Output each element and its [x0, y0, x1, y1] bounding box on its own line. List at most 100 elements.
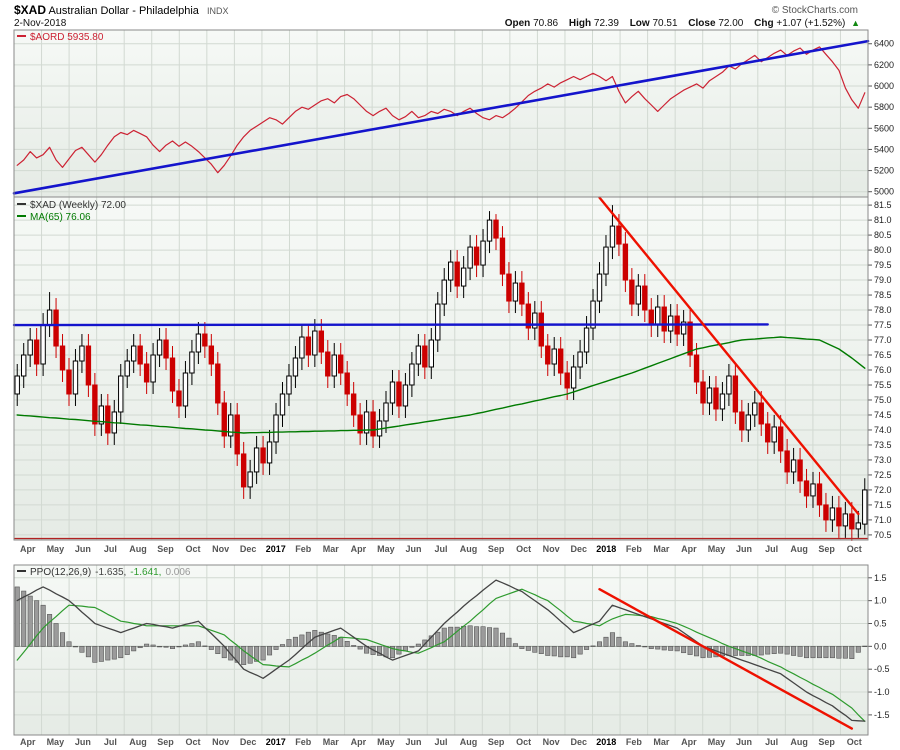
- ppo-histogram-bar: [241, 646, 247, 665]
- candle-body: [286, 375, 292, 395]
- ppo-histogram-bar: [784, 646, 790, 655]
- ppo-histogram-bar: [292, 636, 298, 647]
- ppo-histogram-bar: [409, 646, 415, 648]
- ppo-histogram-bar: [577, 646, 583, 655]
- month-label: Oct: [847, 544, 862, 554]
- year-label: 2017: [266, 737, 286, 747]
- candle-body: [467, 246, 473, 269]
- candle-body: [215, 363, 221, 404]
- y-tick-label: 79.0: [874, 275, 892, 285]
- month-label: Feb: [295, 544, 312, 554]
- low-label: Low: [629, 18, 650, 29]
- candle-body: [409, 363, 415, 386]
- month-label: Dec: [240, 544, 257, 554]
- ma-legend: MA(65) 76.06: [17, 212, 91, 223]
- ppo-histogram-bar: [862, 645, 868, 647]
- month-label: Apr: [681, 544, 697, 554]
- candle-body: [350, 393, 357, 416]
- candle-body: [21, 354, 27, 377]
- close-value: 72.00: [718, 18, 744, 29]
- month-label: Apr: [351, 544, 367, 554]
- ppo-histogram-bar: [279, 644, 285, 647]
- month-label: Aug: [460, 544, 478, 554]
- ppo-histogram-bar: [661, 646, 667, 651]
- y-tick-label: 78.5: [874, 290, 892, 300]
- ppo-histogram-bar: [629, 643, 635, 647]
- candle-body: [862, 489, 868, 525]
- y-tick-label: 74.5: [874, 410, 892, 420]
- month-label: Apr: [20, 544, 36, 554]
- ppo-histogram-bar: [597, 641, 603, 647]
- ppo-histogram-bar: [34, 600, 40, 647]
- candle-body: [202, 333, 208, 347]
- ppo-legend-label: PPO(12,26,9): [30, 567, 92, 578]
- candle-body: [693, 354, 700, 383]
- candle-body: [422, 345, 428, 368]
- candle-body: [454, 261, 460, 287]
- chg-label: Chg: [754, 18, 774, 29]
- y-tick-label: 73.5: [874, 440, 892, 450]
- y-tick-label: 81.0: [874, 215, 892, 225]
- month-label: Mar: [653, 544, 670, 554]
- candle-body: [389, 381, 396, 404]
- low-value: 70.51: [652, 18, 678, 29]
- month-label: Apr: [681, 737, 697, 747]
- ppo-histogram-bar: [144, 643, 150, 647]
- y-tick-label: 80.5: [874, 230, 892, 240]
- ppo-histogram-bar: [525, 646, 531, 651]
- candle-body: [506, 273, 512, 302]
- ma65-line: [16, 336, 866, 434]
- ppo-histogram-bar: [487, 627, 493, 647]
- candle-body: [169, 357, 176, 392]
- month-label: Mar: [323, 737, 340, 747]
- ppo-histogram-bar: [60, 632, 66, 647]
- candle-body: [299, 336, 305, 359]
- y-tick-label: 6000: [874, 81, 894, 91]
- ppo-histogram-bar: [571, 646, 577, 659]
- candle-body: [253, 447, 260, 473]
- y-tick-label: 5400: [874, 144, 894, 154]
- month-label: Mar: [653, 737, 670, 747]
- ppo-histogram-bar: [829, 646, 835, 659]
- ppo-histogram-bar: [609, 632, 615, 647]
- month-label: Oct: [186, 544, 201, 554]
- y-tick-label: 1.0: [874, 596, 887, 606]
- panel-background: [14, 30, 868, 197]
- ppo-histogram-bar: [681, 646, 687, 654]
- month-label: Sep: [488, 737, 505, 747]
- ppo-histogram-bar: [325, 633, 331, 647]
- ppo-histogram-bar: [286, 639, 292, 647]
- ppo-histogram-bar: [189, 643, 195, 647]
- ppo-series-swatch: [17, 570, 26, 572]
- candle-body: [545, 345, 551, 365]
- ppo-histogram-bar: [53, 623, 59, 647]
- ppo-histogram-bar: [299, 634, 305, 647]
- y-tick-label: 81.5: [874, 200, 892, 210]
- copyright: © StockCharts.com: [771, 5, 858, 16]
- ppo-histogram-bar: [202, 645, 208, 647]
- candle-body: [383, 402, 389, 422]
- aord-series-swatch: [17, 35, 26, 37]
- month-label: May: [708, 737, 726, 747]
- candle-body: [700, 381, 706, 404]
- month-label: Apr: [20, 737, 36, 747]
- candle-body: [680, 321, 687, 335]
- trendline: [12, 323, 769, 327]
- candle-body: [46, 309, 53, 326]
- candle-body: [396, 381, 402, 407]
- open-label: Open: [504, 18, 531, 29]
- ppo-histogram-bar: [564, 646, 570, 658]
- candle-body: [247, 471, 253, 488]
- candle-body: [512, 282, 519, 302]
- up-arrow-icon: ▲: [851, 18, 860, 28]
- candle-body: [85, 345, 92, 386]
- y-tick-label: 5800: [874, 102, 894, 112]
- y-tick-label: 1.5: [874, 573, 887, 583]
- ppo-histogram-bar: [111, 646, 117, 660]
- y-tick-label: -1.0: [874, 687, 890, 697]
- ppo-histogram-bar: [687, 646, 693, 655]
- candle-body: [137, 345, 143, 365]
- candle-body: [473, 246, 480, 266]
- y-tick-label: 5600: [874, 123, 894, 133]
- ppo-histogram-bar: [694, 646, 700, 657]
